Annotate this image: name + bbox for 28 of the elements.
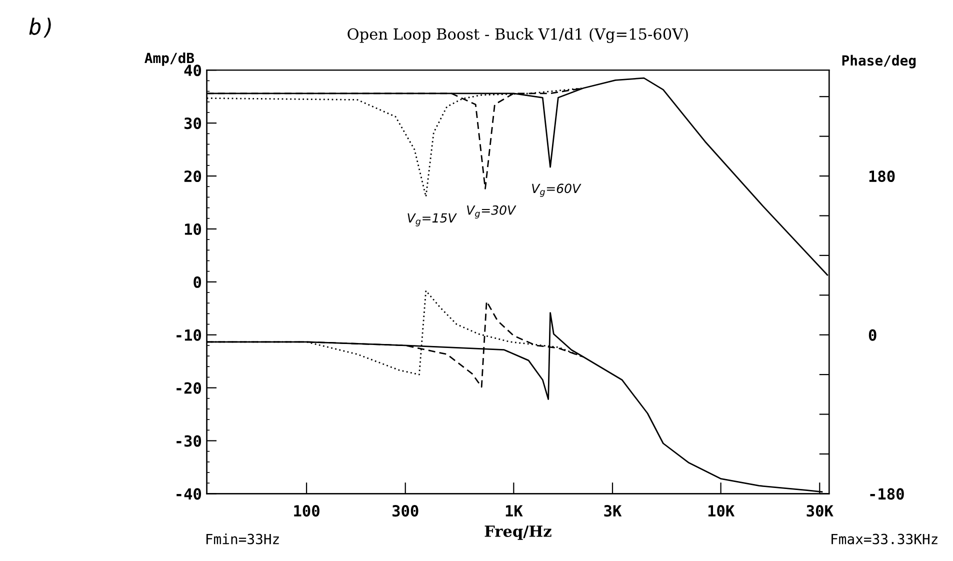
y-tick-label: 20 bbox=[184, 170, 202, 182]
x-tick-label: 30K bbox=[806, 505, 834, 517]
x-tick-label: 10K bbox=[708, 505, 735, 517]
annotation: V$_{g}$=30V bbox=[467, 205, 516, 219]
text: b) bbox=[29, 18, 51, 38]
chart-title: Open Loop Boost - Buck V1/d1 (Vg=15-60V) bbox=[348, 28, 688, 43]
y-tick-label: -40 bbox=[176, 488, 202, 500]
y2-tick-label: 0 bbox=[868, 329, 876, 341]
y-tick-label: 40 bbox=[184, 64, 202, 76]
text: Fmin=33Hz bbox=[206, 534, 279, 544]
y-tick-label: 0 bbox=[194, 276, 202, 288]
x-tick-label: 300 bbox=[392, 505, 418, 517]
text: Fmax=33.33KHz bbox=[832, 534, 938, 544]
x-tick-label: 100 bbox=[294, 505, 320, 517]
y-tick-label: -10 bbox=[176, 329, 202, 341]
x-tick-label: 3K bbox=[604, 505, 622, 517]
y-tick-label: 30 bbox=[184, 118, 202, 130]
x-tick-label: 1K bbox=[506, 505, 523, 516]
annotation: V$_{g}$=15V bbox=[408, 213, 457, 226]
y2-axis-title: Phase/deg bbox=[842, 54, 916, 68]
y-tick-label: 10 bbox=[184, 223, 202, 235]
y2-tick-label: 180 bbox=[869, 170, 895, 182]
y2-tick-label: -180 bbox=[870, 488, 904, 500]
x-axis-title: Freq/Hz bbox=[484, 526, 552, 540]
annotation: V$_{g}$=60V bbox=[532, 184, 582, 197]
y-axis-title: Amp/dB bbox=[144, 52, 194, 66]
y-tick-label: -30 bbox=[176, 435, 202, 447]
y-tick-label: -20 bbox=[176, 382, 202, 394]
